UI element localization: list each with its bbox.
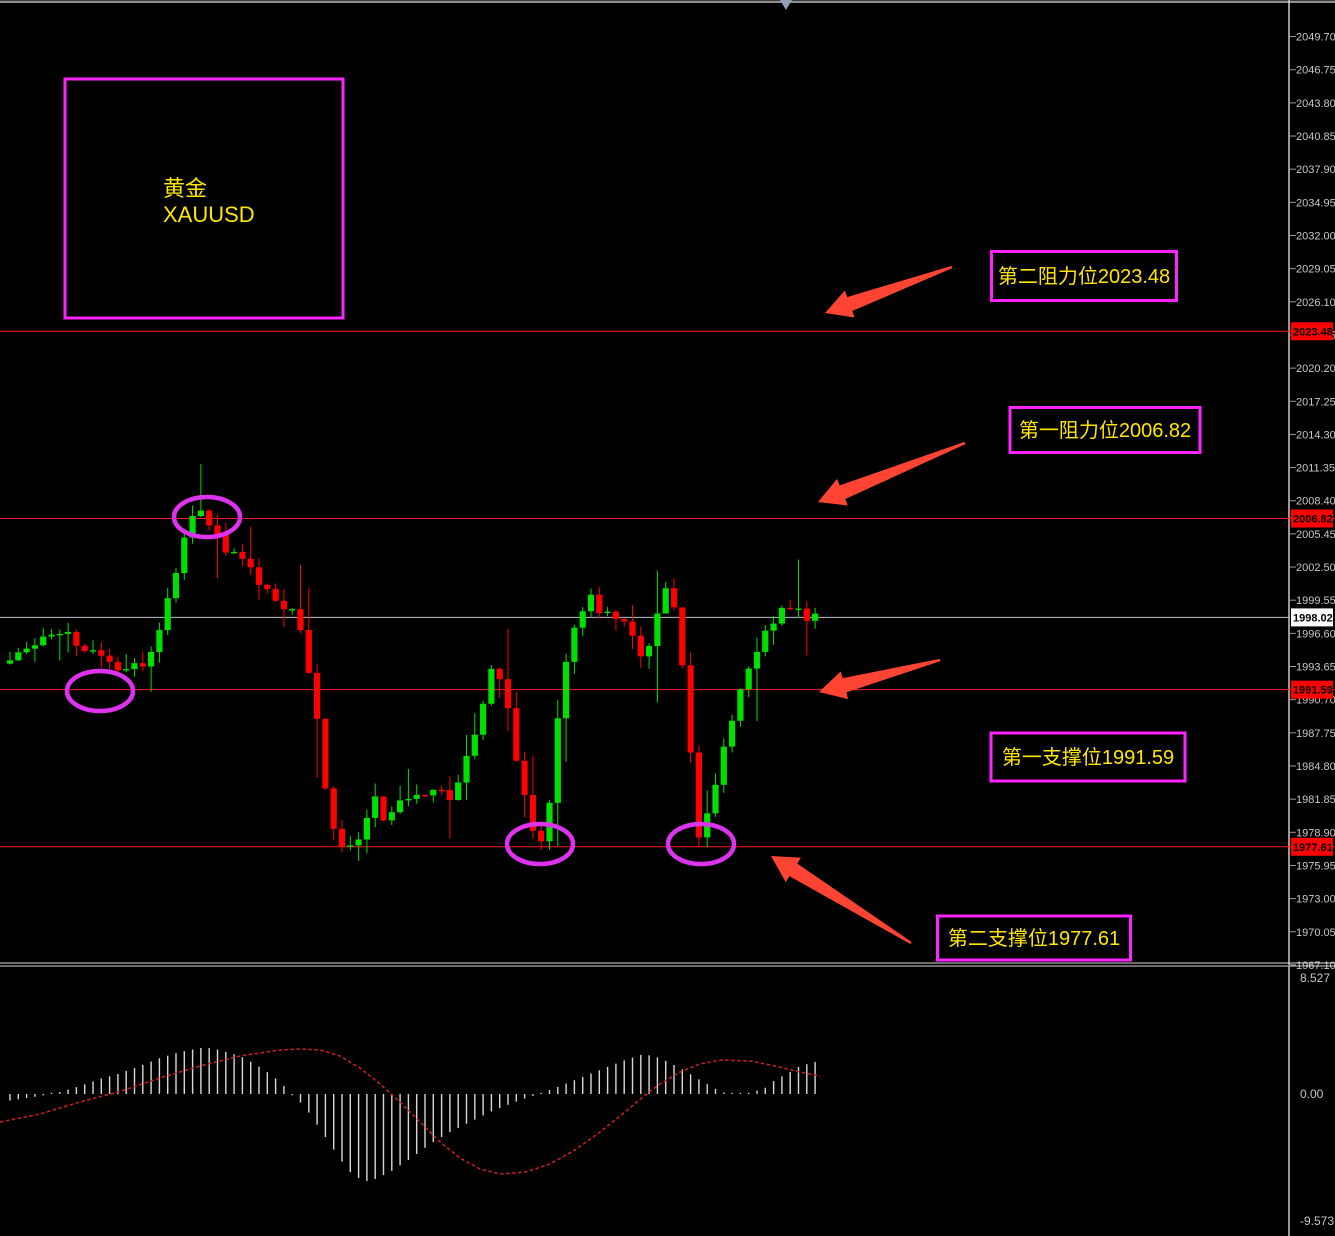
svg-text:1996.60: 1996.60 <box>1296 628 1335 640</box>
svg-text:2011.35: 2011.35 <box>1296 463 1335 475</box>
svg-text:1993.65: 1993.65 <box>1296 662 1335 674</box>
svg-text:1970.05: 1970.05 <box>1296 927 1335 939</box>
svg-text:1975.95: 1975.95 <box>1296 860 1335 872</box>
svg-text:1999.55: 1999.55 <box>1296 595 1335 607</box>
svg-text:2026.10: 2026.10 <box>1296 297 1335 309</box>
svg-text:1978.90: 1978.90 <box>1296 827 1335 839</box>
svg-text:2017.25: 2017.25 <box>1296 396 1335 408</box>
svg-text:2008.40: 2008.40 <box>1296 496 1335 508</box>
svg-text:1998.02: 1998.02 <box>1293 612 1333 624</box>
svg-text:第一支撑位1991.59: 第一支撑位1991.59 <box>1002 746 1174 769</box>
svg-text:2014.30: 2014.30 <box>1296 429 1335 441</box>
svg-text:黄金: 黄金 <box>163 176 207 201</box>
svg-text:1984.80: 1984.80 <box>1296 761 1335 773</box>
svg-text:2023.48: 2023.48 <box>1293 326 1333 338</box>
svg-text:-9.573: -9.573 <box>1300 1214 1334 1228</box>
svg-text:1981.85: 1981.85 <box>1296 794 1335 806</box>
svg-text:第一阻力位2006.82: 第一阻力位2006.82 <box>1019 419 1191 442</box>
svg-text:第二支撑位1977.61: 第二支撑位1977.61 <box>948 927 1120 950</box>
svg-text:2049.70: 2049.70 <box>1296 32 1335 44</box>
svg-text:第二阻力位2023.48: 第二阻力位2023.48 <box>998 265 1170 288</box>
svg-text:1977.61: 1977.61 <box>1293 842 1333 854</box>
svg-text:2020.20: 2020.20 <box>1296 363 1335 375</box>
svg-text:2029.05: 2029.05 <box>1296 264 1335 276</box>
svg-text:2037.90: 2037.90 <box>1296 164 1335 176</box>
svg-text:XAUUSD: XAUUSD <box>163 202 255 227</box>
svg-text:8.527: 8.527 <box>1300 971 1330 985</box>
svg-text:2005.45: 2005.45 <box>1296 529 1335 541</box>
svg-text:1973.00: 1973.00 <box>1296 894 1335 906</box>
svg-text:2006.82: 2006.82 <box>1293 513 1333 525</box>
svg-text:2034.95: 2034.95 <box>1296 197 1335 209</box>
svg-text:2046.75: 2046.75 <box>1296 65 1335 77</box>
svg-text:1991.59: 1991.59 <box>1293 685 1333 697</box>
svg-text:2040.85: 2040.85 <box>1296 131 1335 143</box>
svg-text:0.00: 0.00 <box>1300 1087 1324 1101</box>
svg-text:2032.00: 2032.00 <box>1296 230 1335 242</box>
svg-text:1987.75: 1987.75 <box>1296 728 1335 740</box>
svg-text:2002.50: 2002.50 <box>1296 562 1335 574</box>
svg-text:2043.80: 2043.80 <box>1296 98 1335 110</box>
